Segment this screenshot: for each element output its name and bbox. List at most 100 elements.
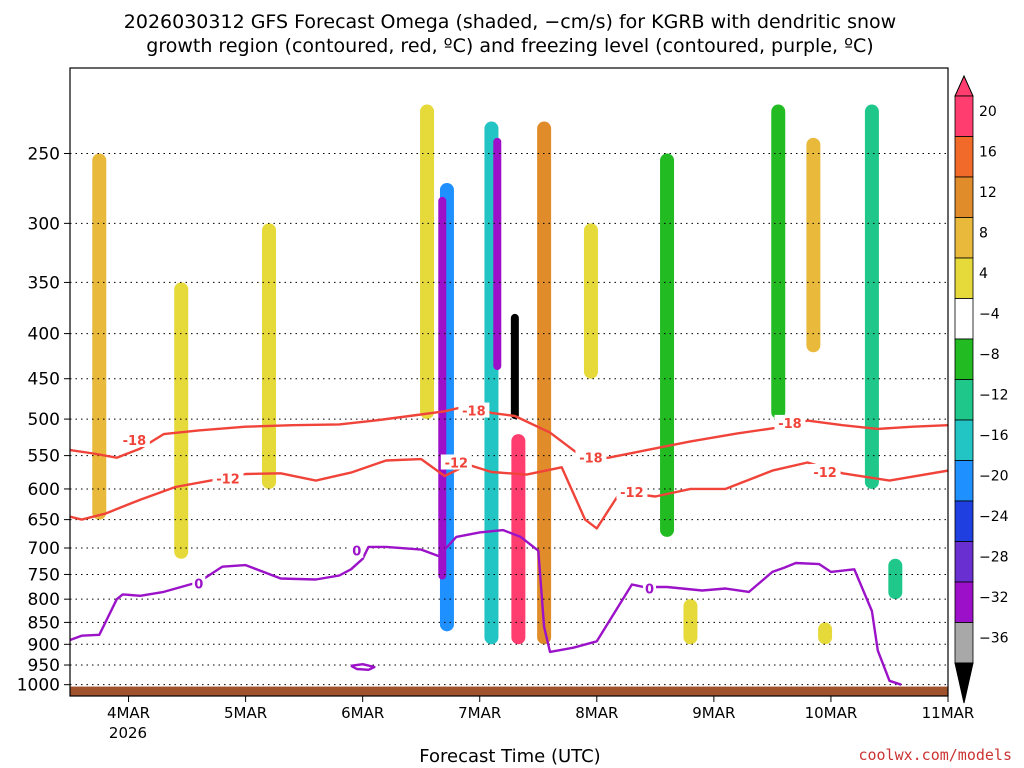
contour-label-bg [192, 575, 206, 591]
colorbar-label: −24 [979, 509, 1009, 525]
contour-label: 0 [352, 545, 361, 560]
x-tick-label: 8MAR [575, 704, 618, 722]
ground-terrain [70, 686, 948, 696]
x-tick-label: 5MAR [224, 704, 267, 722]
colorbar-label: 4 [979, 266, 988, 282]
colorbar-label: −16 [979, 428, 1009, 444]
contour-label: -18 [123, 434, 147, 449]
contour-labels: -18 -18 -18 -18 -12 -12 -12 -12 0 0 0 [118, 402, 841, 597]
colorbar-segment [954, 419, 974, 461]
x-axis: 4MAR 5MAR 6MAR 7MAR 8MAR 9MAR 10MAR 11MAR [107, 696, 974, 722]
contour-label: -12 [445, 457, 469, 472]
colorbar: 20 16 12 8 4 −4 −8 −12 −16 −20 −24 −28 −32 −36 [954, 74, 1009, 704]
colorbar-segment [954, 500, 974, 542]
y-tick-label: 950 [28, 656, 60, 676]
x-tick-label: 9MAR [692, 704, 735, 722]
y-tick-label: 650 [28, 511, 60, 531]
x-tick-label: 11MAR [922, 704, 975, 722]
y-tick-label: 400 [28, 325, 60, 345]
colorbar-label: −12 [979, 388, 1009, 404]
omega-cell [438, 196, 447, 580]
colorbar-top-triangle [954, 74, 974, 97]
y-tick-label: 600 [28, 480, 60, 500]
omega-cell [864, 104, 879, 489]
y-tick-label: 850 [28, 613, 60, 633]
colorbar-segment [954, 581, 974, 623]
y-tick-label: 700 [28, 539, 60, 559]
contour-label-bg [458, 402, 490, 418]
omega-cell [420, 104, 435, 420]
contour-label-bg [575, 449, 607, 465]
colorbar-label: −8 [979, 347, 1000, 363]
contours [70, 404, 948, 686]
contour-line [70, 404, 948, 461]
colorbar-segment [954, 298, 974, 340]
omega-cell [683, 599, 698, 645]
omega-cell [262, 223, 277, 489]
colorbar-segment [954, 541, 974, 583]
colorbar-label: −36 [979, 631, 1009, 647]
x-year-label: 2026 [109, 724, 147, 742]
y-tick-label: 350 [28, 273, 60, 293]
colorbar-segment [954, 95, 974, 137]
colorbar-label: 8 [979, 226, 988, 242]
colorbar-label: 12 [979, 185, 997, 201]
y-tick-label: 500 [28, 410, 60, 430]
omega-cell [806, 137, 821, 353]
colorbar-segment [954, 176, 974, 218]
y-tick-label: 1000 [17, 676, 60, 696]
contour-label: -18 [579, 452, 603, 467]
plot-frame [69, 67, 949, 697]
ground-surface [70, 686, 948, 696]
omega-cell [537, 121, 552, 645]
omega-cell [818, 622, 833, 645]
y-tick-label: 800 [28, 590, 60, 610]
colorbar-label: 20 [979, 104, 997, 120]
colorbar-segment [954, 338, 974, 380]
colorbar-segment [954, 379, 974, 421]
x-tick-label: 4MAR [107, 704, 150, 722]
chart-title-line1: 2026030312 GFS Forecast Omega (shaded, −… [124, 11, 896, 33]
omega-cell [510, 313, 519, 420]
contour-label-bg [440, 454, 472, 470]
contour-label: -12 [813, 466, 837, 481]
omega-cell [92, 153, 107, 520]
x-tick-label: 7MAR [458, 704, 501, 722]
colorbar-bottom-triangle [954, 662, 974, 704]
y-tick-label: 550 [28, 447, 60, 467]
contour-line [70, 457, 948, 530]
omega-cell [174, 282, 189, 559]
y-tick-label: 900 [28, 635, 60, 655]
colorbar-label: −32 [979, 590, 1009, 606]
colorbar-segment [954, 217, 974, 259]
omega-cell [771, 104, 786, 420]
colorbar-label: 16 [979, 145, 997, 161]
contour-label: 0 [194, 578, 203, 593]
colorbar-segment [954, 257, 974, 299]
colorbar-label: −4 [979, 307, 1000, 323]
omega-shading [92, 104, 903, 645]
y-tick-label: 450 [28, 370, 60, 390]
contour-label-bg [774, 414, 806, 430]
contour-label: -18 [462, 405, 486, 420]
contour-label-bg [809, 463, 841, 479]
contour-label: 0 [645, 582, 654, 597]
contour-label: -12 [216, 473, 240, 488]
colorbar-label: −20 [979, 469, 1009, 485]
y-axis: 2503003504004505005506006507007508008509… [17, 144, 70, 696]
contour-label-bg [212, 470, 244, 486]
contour-label-bg [642, 580, 656, 596]
x-axis-title: Forecast Time (UTC) [419, 746, 600, 767]
y-tick-label: 750 [28, 565, 60, 585]
credit-label: coolwx.com/models [858, 746, 1012, 764]
x-tick-label: 6MAR [341, 704, 384, 722]
omega-cell [888, 558, 903, 600]
colorbar-label: −28 [979, 550, 1009, 566]
contour-label-bg [118, 431, 150, 447]
colorbar-segment [954, 136, 974, 178]
contour-line [350, 663, 376, 671]
omega-cell [511, 434, 526, 645]
contour-label-bg [616, 484, 648, 500]
colorbar-segment [954, 622, 974, 664]
